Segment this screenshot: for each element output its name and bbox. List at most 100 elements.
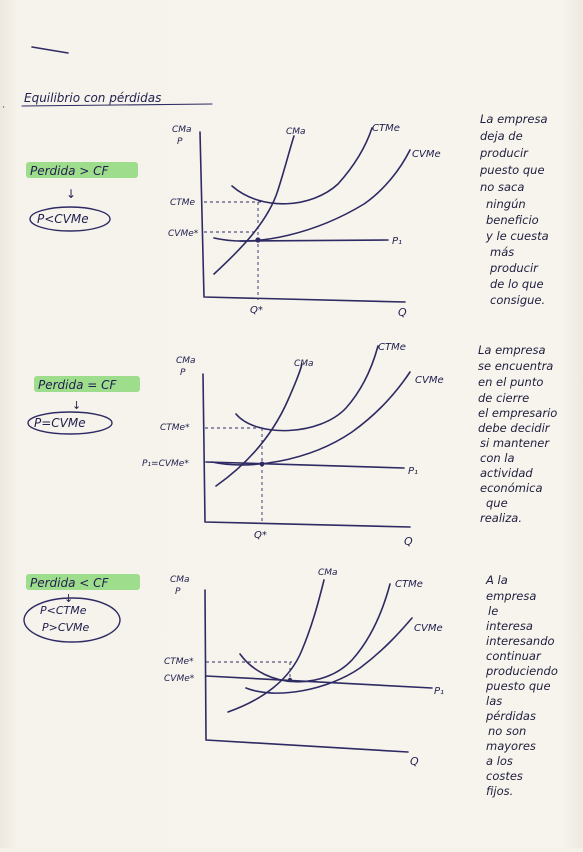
- y-tick-3b: CVMe*: [164, 674, 195, 684]
- note-3-line: produciendo: [485, 664, 558, 678]
- note-3-line: empresa: [486, 589, 536, 603]
- note-1-line: no saca: [480, 180, 524, 194]
- y-axis-label-2a: CMa: [176, 356, 196, 366]
- note-1-line: más: [490, 245, 514, 259]
- x-tick-1: Q*: [250, 305, 263, 316]
- note-1-line: La empresa: [480, 112, 548, 126]
- equilibrium-point-1: [255, 237, 261, 243]
- note-2-line: debe decidir: [478, 421, 551, 435]
- note-2-line: realiza.: [480, 511, 522, 525]
- condition-1: Perdida > CF: [30, 164, 110, 178]
- result-ring-3: [23, 597, 121, 643]
- price-line-2: [205, 461, 405, 469]
- ctme-label-3: CTMe: [395, 579, 423, 590]
- result-ring-1: [29, 206, 111, 232]
- y-axis-label-2b: P: [180, 368, 186, 378]
- cvme-label-1: CVMe: [412, 149, 441, 160]
- note-2-line: el empresario: [478, 406, 557, 420]
- condition-2: Perdida = CF: [38, 378, 118, 392]
- y-tick-3a: CTMe*: [164, 657, 194, 667]
- note-3-line: interesa: [486, 619, 533, 633]
- cma-label-1: CMa: [286, 127, 306, 137]
- price-label-1: P₁: [392, 236, 402, 247]
- stray-pen-mark: [31, 46, 69, 54]
- note-1-line: de lo que: [490, 277, 544, 291]
- condition-3: Perdida < CF: [30, 576, 110, 590]
- ctme-curve-2: [235, 345, 379, 432]
- price-line-1: [239, 239, 389, 242]
- note-1-line: consigue.: [490, 293, 545, 307]
- note-3-line: las: [486, 694, 502, 708]
- y-tick-2b: P₁=CVMe*: [142, 459, 189, 469]
- ctme-curve-3: [239, 583, 391, 683]
- note-3: A la empresa le interesa interesando con…: [485, 573, 558, 798]
- y-tick-1a: CTMe: [170, 198, 196, 208]
- y-tick-2a: CTMe*: [160, 423, 190, 433]
- shutdown-point-2: [259, 461, 265, 467]
- cvme-label-3: CVMe: [414, 623, 443, 634]
- note-1-line: producir: [479, 146, 529, 160]
- section-3: Perdida < CF ↓ P<CTMe P>CVMe CMa P Q CMa…: [23, 568, 444, 768]
- y-axis-label-1b: P: [177, 137, 183, 147]
- cvme-curve-1: [213, 149, 411, 242]
- margin-mark: ·: [2, 103, 5, 113]
- note-3-line: pérdidas: [485, 709, 536, 723]
- result-3a: P<CTMe: [40, 604, 87, 617]
- note-1-line: beneficio: [486, 213, 539, 227]
- note-2-line: se encuentra: [478, 359, 553, 373]
- price-line-3: [205, 675, 433, 689]
- cma-curve-1: [213, 135, 295, 275]
- cvme-label-2: CVMe: [415, 375, 444, 386]
- result-3b: P>CVMe: [42, 621, 90, 634]
- y-axis-label-3b: P: [175, 587, 181, 597]
- note-2-line: La empresa: [478, 343, 546, 357]
- note-2-line: en el punto: [478, 375, 543, 389]
- note-2-line: si mantener: [480, 436, 550, 450]
- note-3-line: puesto que: [485, 679, 551, 693]
- note-2-line: que: [486, 496, 508, 510]
- ctme-label-1: CTMe: [372, 123, 400, 134]
- note-1: La empresa deja de producir puesto que n…: [479, 112, 549, 307]
- note-2: La empresa se encuentra en el punto de c…: [478, 343, 557, 525]
- highlight-1: [26, 162, 138, 178]
- note-1-line: y le cuesta: [485, 229, 549, 243]
- cvme-curve-2: [211, 371, 411, 466]
- arrow-2: ↓: [72, 399, 81, 412]
- note-3-line: mayores: [486, 739, 536, 753]
- note-3-line: interesando: [486, 634, 555, 648]
- note-3-line: fijos.: [486, 784, 513, 798]
- y-axis-label-3a: CMa: [170, 575, 190, 585]
- arrow-1: ↓: [66, 187, 76, 201]
- ctme-label-2: CTMe: [378, 342, 406, 353]
- section-1: Perdida > CF ↓ P<CVMe CMa P Q CMa CTMe C…: [26, 123, 441, 319]
- x-tick-2: Q*: [254, 530, 267, 541]
- note-1-line: deja de: [480, 129, 523, 143]
- ctme-curve-1: [231, 127, 373, 205]
- y-tick-1b: CVMe*: [168, 229, 199, 239]
- title-underline: [21, 103, 213, 107]
- note-1-line: puesto que: [479, 163, 545, 177]
- note-3-line: A la: [485, 573, 508, 587]
- axes-2: [202, 373, 411, 528]
- cma-curve-3: [227, 579, 325, 713]
- cma-label-2: CMa: [294, 359, 314, 369]
- note-3-line: continuar: [486, 649, 542, 663]
- note-2-line: actividad: [480, 466, 533, 480]
- result-1: P<CVMe: [37, 212, 89, 226]
- cma-curve-2: [215, 363, 303, 487]
- cma-label-3: CMa: [318, 568, 338, 578]
- x-axis-label-2: Q: [404, 535, 413, 548]
- page-title: Equilibrio con pérdidas: [24, 91, 161, 105]
- note-2-line: económica: [480, 481, 543, 495]
- price-label-3: P₁: [434, 686, 444, 697]
- cvme-curve-3: [245, 617, 413, 694]
- x-axis-label-1: Q: [398, 306, 407, 319]
- note-3-line: costes: [486, 769, 523, 783]
- highlight-3: [26, 574, 140, 590]
- result-2: P=CVMe: [34, 416, 86, 430]
- x-axis-label-3: Q: [410, 755, 419, 768]
- axes-1: [199, 131, 406, 303]
- note-1-line: ningún: [486, 197, 526, 211]
